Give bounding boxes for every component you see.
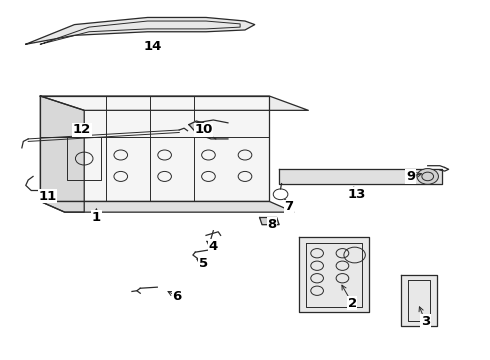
Text: 11: 11 — [39, 190, 57, 203]
Text: 8: 8 — [267, 218, 276, 231]
Text: 14: 14 — [143, 40, 162, 53]
Text: 7: 7 — [284, 200, 294, 213]
Polygon shape — [260, 217, 279, 225]
Polygon shape — [40, 96, 308, 111]
Text: 3: 3 — [420, 315, 430, 328]
Text: 13: 13 — [348, 188, 366, 201]
Text: 12: 12 — [73, 123, 91, 136]
Text: 2: 2 — [347, 297, 357, 310]
Text: 4: 4 — [209, 240, 218, 253]
Text: 10: 10 — [195, 123, 213, 136]
Text: 9: 9 — [406, 170, 415, 183]
Polygon shape — [401, 275, 438, 327]
Polygon shape — [26, 18, 255, 44]
Polygon shape — [298, 237, 369, 312]
Polygon shape — [279, 169, 442, 184]
Polygon shape — [40, 96, 84, 212]
Text: 1: 1 — [92, 211, 101, 224]
Polygon shape — [40, 96, 270, 202]
Text: 6: 6 — [172, 289, 181, 303]
Polygon shape — [189, 121, 206, 134]
Circle shape — [417, 168, 439, 184]
Text: 5: 5 — [199, 257, 208, 270]
Polygon shape — [40, 202, 294, 212]
